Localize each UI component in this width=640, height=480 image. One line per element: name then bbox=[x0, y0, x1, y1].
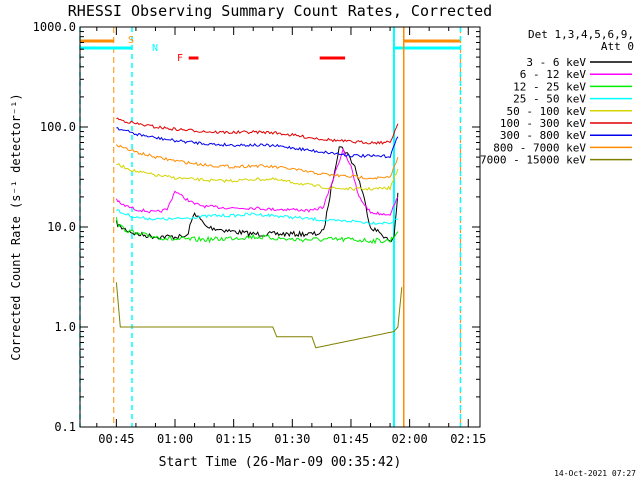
series-line-100-300-kev bbox=[116, 117, 399, 145]
y-tick-label: 0.1 bbox=[54, 420, 76, 434]
y-tick-label: 1000.0 bbox=[33, 20, 76, 34]
series-line-800-7000-kev bbox=[116, 144, 399, 180]
x-axis-ticks: 00:45 01:00 01:15 01:30 01:45 02:00 02:15 bbox=[96, 27, 486, 446]
x-tick-label: 01:45 bbox=[333, 432, 369, 446]
series-line-7000-15000-kev bbox=[115, 282, 403, 349]
x-axis-label: Start Time (26-Mar-09 00:35:42) bbox=[159, 455, 402, 470]
x-tick-label: 00:45 bbox=[98, 432, 134, 446]
series-line-3-6-kev bbox=[115, 146, 399, 243]
legend-label-25-50-kev: 25 - 50 keV bbox=[513, 93, 586, 106]
y-axis-ticks: 1000.0 100.0 10.0 1.0 0.1 bbox=[33, 20, 480, 434]
observing-periods bbox=[79, 27, 462, 427]
legend-header-line-2: Att 0 bbox=[601, 40, 634, 53]
x-tick-label: 02:00 bbox=[392, 432, 428, 446]
series-line-12-25-kev bbox=[115, 217, 399, 245]
legend-label-12-25-kev: 12 - 25 keV bbox=[513, 80, 586, 93]
legend-label-6-12-kev: 6 - 12 keV bbox=[520, 68, 587, 81]
legend-label-7000-15000-kev: 7000 - 15000 keV bbox=[480, 154, 586, 167]
x-tick-label: 01:30 bbox=[274, 432, 310, 446]
x-tick-label: 01:15 bbox=[216, 432, 252, 446]
legend-header-line-1: Det 1,3,4,5,6,9, bbox=[528, 28, 634, 41]
legend-label-800-7000-kev: 800 - 7000 keV bbox=[493, 141, 586, 154]
flag-label-s: S bbox=[128, 35, 134, 46]
series-line-300-800-kev bbox=[116, 127, 399, 159]
footer-timestamp: 14-Oct-2021 07:27 bbox=[554, 469, 636, 478]
legend-label-3-6-kev: 3 - 6 keV bbox=[526, 56, 586, 69]
plot-frame bbox=[79, 26, 481, 428]
x-tick-label: 02:15 bbox=[450, 432, 486, 446]
chart-title: RHESSI Observing Summary Count Rates, Co… bbox=[68, 2, 492, 20]
flag-label-n: N bbox=[152, 43, 158, 54]
legend-label-100-300-kev: 100 - 300 keV bbox=[500, 117, 586, 130]
y-tick-label: 100.0 bbox=[40, 120, 76, 134]
legend-label-300-800-kev: 300 - 800 keV bbox=[500, 129, 586, 142]
series-line-25-50-kev bbox=[116, 209, 398, 225]
legend-label-50-100-kev: 50 - 100 keV bbox=[507, 105, 587, 118]
x-tick-label: 01:00 bbox=[157, 432, 193, 446]
y-axis-label: Corrected Count Rate (s⁻¹ detector⁻¹) bbox=[9, 93, 23, 360]
series-line-50-100-kev bbox=[116, 162, 399, 192]
series-line-6-12-kev bbox=[115, 147, 399, 216]
y-tick-label: 10.0 bbox=[47, 220, 76, 234]
flag-labels: S N F bbox=[128, 35, 183, 64]
flag-label-f: F bbox=[177, 53, 183, 64]
series-lines bbox=[115, 117, 403, 349]
y-tick-label: 1.0 bbox=[54, 320, 76, 334]
